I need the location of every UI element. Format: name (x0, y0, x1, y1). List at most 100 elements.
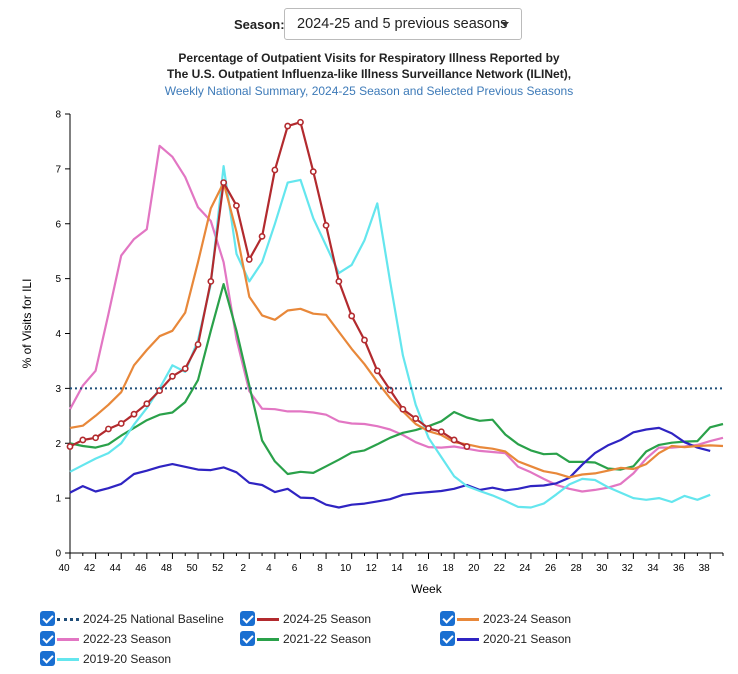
x-tick-label: 14 (391, 563, 403, 574)
chart-subtitle: Weekly National Summary, 2024-25 Season … (164, 84, 574, 98)
data-point-2024-25-season (322, 221, 330, 229)
data-point-2024-25-season (373, 367, 381, 375)
chart-title-line1: Percentage of Outpatient Visits for Resp… (178, 51, 560, 65)
x-tick-label: 26 (545, 563, 557, 574)
season-selector-bar: Season: 2024-25 and 5 previous seasons (0, 8, 738, 42)
x-tick-label: 4 (266, 563, 272, 574)
legend-swatch (57, 638, 79, 641)
data-point-2024-25-season (92, 434, 100, 442)
data-point-2024-25-season (348, 312, 356, 320)
x-tick-label: 34 (647, 563, 659, 574)
series-line-2023-24-season (69, 181, 724, 479)
x-tick-label: 10 (340, 563, 352, 574)
legend-swatch (257, 618, 279, 621)
y-tick-label: 7 (55, 164, 61, 175)
checkbox-checked-icon[interactable] (40, 651, 55, 666)
data-point-2024-25-season (169, 372, 176, 380)
data-point-2024-25-season (450, 436, 458, 444)
y-tick-label: 1 (55, 494, 61, 505)
checkbox-checked-icon[interactable] (240, 631, 255, 646)
legend-swatch (57, 618, 79, 621)
series-line-2024-25-season (69, 121, 468, 448)
legend-swatch (457, 638, 479, 641)
x-tick-label: 48 (161, 563, 173, 574)
season-label: Season: (234, 17, 285, 32)
checkbox-checked-icon[interactable] (40, 611, 55, 626)
data-point-2024-25-season (245, 256, 253, 263)
x-tick-label: 50 (186, 563, 198, 574)
legend-label: 2024-25 National Baseline (83, 612, 224, 626)
y-tick-label: 6 (55, 219, 61, 230)
y-tick-label: 8 (55, 110, 61, 121)
checkbox-checked-icon[interactable] (440, 631, 455, 646)
x-tick-label: 44 (110, 563, 122, 574)
y-tick-label: 2 (55, 439, 61, 450)
data-point-2024-25-season (463, 443, 471, 450)
legend-swatch (57, 658, 79, 661)
x-tick-label: 40 (58, 563, 70, 574)
data-point-2024-25-season (399, 405, 407, 413)
data-point-2024-25-season (309, 168, 317, 176)
data-point-2024-25-season (105, 425, 112, 433)
data-point-2024-25-season (297, 118, 304, 126)
y-axis-label: % of Visits for ILI (20, 279, 34, 369)
data-point-2024-25-season (79, 436, 87, 444)
series-line-2019-20-season (69, 165, 711, 509)
series-line-2020-21-season (69, 426, 711, 509)
legend-swatch (257, 638, 279, 641)
x-tick-label: 46 (135, 563, 147, 574)
x-tick-label: 42 (84, 563, 96, 574)
y-tick-label: 3 (55, 384, 61, 395)
data-point-2024-25-season (117, 420, 125, 427)
data-point-2024-25-season (207, 277, 215, 285)
x-tick-label: 28 (571, 563, 583, 574)
legend-label: 2020-21 Season (483, 632, 572, 646)
data-point-2024-25-season (412, 415, 420, 422)
y-tick-label: 4 (55, 329, 61, 340)
legend-label: 2021-22 Season (283, 632, 372, 646)
x-tick-label: 24 (519, 563, 531, 574)
legend-label: 2023-24 Season (483, 612, 572, 626)
x-tick-label: 12 (366, 563, 378, 574)
checkbox-checked-icon[interactable] (240, 611, 255, 626)
data-point-2024-25-season (437, 428, 445, 436)
data-point-2024-25-season (233, 202, 240, 210)
data-point-2024-25-season (284, 122, 292, 130)
data-point-2024-25-season (194, 341, 202, 348)
data-point-2024-25-season (271, 166, 279, 174)
data-point-2024-25-season (66, 443, 74, 450)
x-tick-label: 16 (417, 563, 429, 574)
data-point-2024-25-season (143, 400, 151, 408)
checkbox-checked-icon[interactable] (440, 611, 455, 626)
data-point-2024-25-season (258, 232, 266, 240)
chevron-down-icon (501, 22, 509, 27)
x-tick-label: 18 (443, 563, 455, 574)
x-tick-label: 6 (292, 563, 298, 574)
x-axis-label: Week (411, 582, 442, 596)
checkbox-checked-icon[interactable] (40, 631, 55, 646)
y-tick-label: 5 (55, 274, 61, 285)
data-point-2024-25-season (220, 179, 228, 186)
x-tick-label: 32 (622, 563, 634, 574)
legend-label: 2022-23 Season (83, 632, 172, 646)
legend-label: 2019-20 Season (83, 652, 172, 666)
series-line-2022-23-season (69, 144, 724, 493)
season-dropdown-value: 2024-25 and 5 previous seasons (297, 16, 508, 32)
data-point-2024-25-season (130, 410, 138, 418)
x-tick-label: 22 (494, 563, 506, 574)
data-point-2024-25-season (361, 336, 368, 344)
x-tick-label: 36 (673, 563, 685, 574)
chart-legend: 2024-25 National Baseline 2024-25 Season… (40, 611, 720, 671)
x-tick-label: 8 (317, 563, 323, 574)
x-tick-label: 38 (699, 563, 711, 574)
chart-titles: Percentage of Outpatient Visits for Resp… (0, 50, 738, 99)
legend-label: 2024-25 Season (283, 612, 372, 626)
legend-swatch (457, 618, 479, 621)
x-tick-label: 20 (468, 563, 480, 574)
season-dropdown[interactable]: 2024-25 and 5 previous seasons (284, 8, 522, 40)
data-point-2024-25-season (425, 425, 432, 432)
data-point-2024-25-season (181, 365, 189, 373)
x-tick-label: 30 (596, 563, 608, 574)
y-tick-label: 0 (55, 549, 61, 560)
